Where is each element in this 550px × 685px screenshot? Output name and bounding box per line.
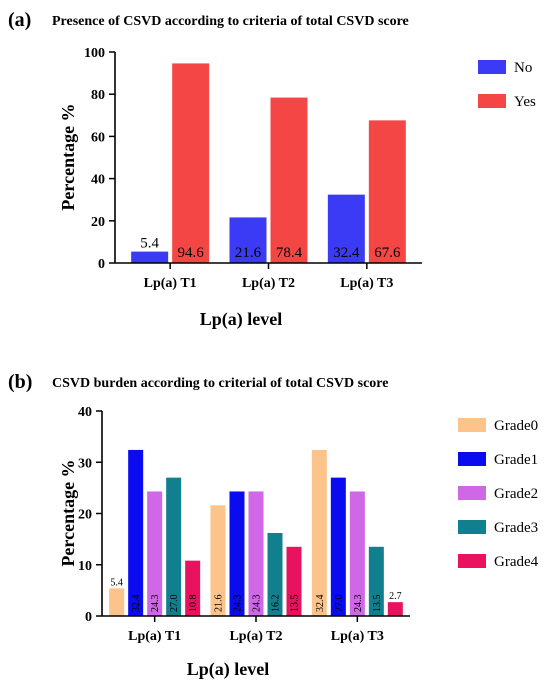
panel-a-ylabel: Percentage % bbox=[58, 103, 78, 210]
panel-b-y-tick-label: 10 bbox=[78, 559, 92, 574]
panel-b-data-label: 27.0 bbox=[334, 595, 345, 613]
panel-b-bar-grade3-3 bbox=[368, 546, 384, 616]
panel-b-y-tick-label: 0 bbox=[85, 610, 92, 625]
panel-a-bar-yes-1 bbox=[172, 63, 210, 264]
panel-b-legend-label: Grade4 bbox=[494, 554, 539, 570]
panel-b-bar-grade2-1 bbox=[147, 491, 163, 616]
panel-b-bar-grade3-2 bbox=[267, 532, 283, 616]
panel-a-legend-label: No bbox=[514, 60, 532, 76]
panel-a-bar-no-1 bbox=[131, 251, 169, 263]
panel-b-legend-swatch-grade3 bbox=[458, 520, 486, 534]
panel-b-letter: (b) bbox=[8, 371, 32, 393]
panel-a-data-label: 21.6 bbox=[235, 245, 262, 261]
panel-b-data-label: 21.6 bbox=[214, 595, 225, 613]
panel-b-y-tick-label: 30 bbox=[78, 456, 92, 471]
panel-b-data-label: 27.0 bbox=[169, 595, 180, 613]
panel-a-data-label: 32.4 bbox=[333, 245, 360, 261]
panel-a-title: Presence of CSVD according to criteria o… bbox=[52, 14, 409, 29]
panel-b-data-label: 32.4 bbox=[131, 595, 142, 613]
panel-b-data-label: 32.4 bbox=[315, 595, 326, 613]
panel-b-legend-swatch-grade4 bbox=[458, 554, 486, 568]
panel-a-y-tick-label: 100 bbox=[84, 46, 105, 61]
panel-a-bar-no-3 bbox=[327, 194, 365, 263]
panel-b-data-label: 5.4 bbox=[110, 577, 123, 588]
panel-b-data-label: 10.8 bbox=[188, 595, 199, 613]
panel-b-data-label: 13.5 bbox=[372, 595, 383, 613]
panel-a-bar-no-2 bbox=[229, 217, 267, 263]
panel-a-legend-swatch-yes bbox=[478, 94, 506, 108]
panel-b-bar-grade3-1 bbox=[166, 477, 182, 616]
panel-b-category-label: Lp(a) T2 bbox=[229, 629, 282, 644]
panel-b-xlabel: Lp(a) level bbox=[187, 659, 270, 680]
panel-b-plot: 5.4 32.4 24.3 27.0 10.8 Lp(a) T1 21.6 24.3 24.3 1… bbox=[78, 405, 539, 644]
panel-a-data-label: 5.4 bbox=[140, 236, 159, 252]
panel-b-data-label: 24.3 bbox=[252, 595, 263, 613]
panel-b-bar-grade4-1 bbox=[185, 560, 201, 616]
panel-b-bar-grade2-2 bbox=[248, 491, 264, 616]
panel-a-legend-swatch-no bbox=[478, 60, 506, 74]
panel-a-data-label: 78.4 bbox=[276, 245, 303, 261]
panel-b-legend-label: Grade2 bbox=[494, 486, 538, 502]
panel-a-y-tick-label: 80 bbox=[91, 88, 105, 103]
panel-a-bar-yes-3 bbox=[368, 120, 406, 263]
panel-a-category-label: Lp(a) T1 bbox=[144, 276, 197, 291]
panel-b-bar-grade0-2 bbox=[210, 505, 226, 616]
panel-a-plot: 5.4 94.6 Lp(a) T1 21.6 78.4 Lp(a) T2 32.4 67.6 L… bbox=[84, 46, 536, 291]
panel-a-xlabel: Lp(a) level bbox=[200, 309, 283, 330]
panel-a-bar-yes-2 bbox=[270, 97, 308, 264]
panel-b-y-tick-label: 40 bbox=[78, 405, 92, 420]
panel-b-data-label: 2.7 bbox=[389, 591, 402, 602]
panel-b-legend-label: Grade0 bbox=[494, 418, 538, 434]
panel-b-legend-label: Grade1 bbox=[494, 452, 538, 468]
panel-b-y-tick-label: 20 bbox=[78, 508, 92, 523]
panel-b-title: CSVD burden according to criterial of to… bbox=[52, 376, 388, 391]
panel-a-category-label: Lp(a) T2 bbox=[242, 276, 295, 291]
panel-a-data-label: 67.6 bbox=[374, 245, 401, 261]
panel-b-data-label: 16.2 bbox=[271, 595, 282, 613]
panel-b-bar-grade1-2 bbox=[229, 491, 245, 616]
panel-b-legend-swatch-grade2 bbox=[458, 486, 486, 500]
panel-b-bar-grade4-2 bbox=[286, 546, 302, 616]
panel-a-y-tick-label: 0 bbox=[98, 257, 105, 272]
panel-a-y-tick-label: 20 bbox=[91, 215, 105, 230]
panel-b-data-label: 24.3 bbox=[353, 595, 364, 613]
panel-b-bar-grade4-3 bbox=[387, 602, 403, 616]
panel-b-data-label: 24.3 bbox=[150, 595, 161, 613]
panel-b-category-label: Lp(a) T1 bbox=[128, 629, 181, 644]
panel-b-legend-swatch-grade1 bbox=[458, 452, 486, 466]
panel-b-bar-grade0-3 bbox=[311, 449, 327, 616]
panel-a-category-label: Lp(a) T3 bbox=[340, 276, 393, 291]
panel-b-category-label: Lp(a) T3 bbox=[331, 629, 384, 644]
panel-a-legend-label: Yes bbox=[514, 94, 536, 110]
panel-a-y-tick-label: 60 bbox=[91, 130, 105, 145]
panel-b-bar-grade1-3 bbox=[330, 477, 346, 616]
panel-b-legend-label: Grade3 bbox=[494, 520, 538, 536]
panel-b-data-label: 24.3 bbox=[233, 595, 244, 613]
panel-a-letter: (a) bbox=[8, 9, 31, 31]
panel-b-bar-grade2-3 bbox=[349, 491, 365, 616]
panel-b-bar-grade1-1 bbox=[128, 449, 144, 616]
panel-a-y-tick-label: 40 bbox=[91, 173, 105, 188]
panel-a-data-label: 94.6 bbox=[178, 245, 205, 261]
panel-b-legend-swatch-grade0 bbox=[458, 418, 486, 432]
panel-b-bar-grade0-1 bbox=[109, 588, 125, 616]
panel-b-ylabel: Percentage % bbox=[58, 459, 78, 566]
panel-b-data-label: 13.5 bbox=[290, 595, 301, 613]
